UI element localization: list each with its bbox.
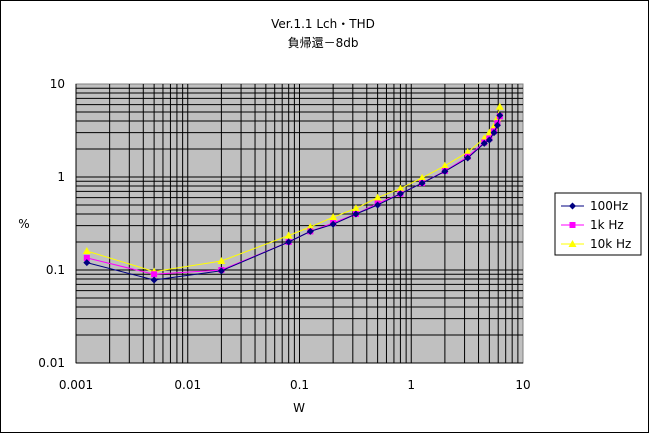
data-point-diamond bbox=[493, 121, 501, 129]
y-tick-label: 1 bbox=[57, 170, 65, 184]
data-point-triangle bbox=[396, 184, 405, 192]
data-point-triangle bbox=[495, 102, 504, 110]
y-tick-label: 0.01 bbox=[38, 356, 65, 370]
data-point-diamond bbox=[418, 179, 426, 187]
x-tick-label: 1 bbox=[407, 378, 415, 392]
data-point-diamond bbox=[352, 210, 360, 218]
data-point-triangle bbox=[463, 148, 472, 156]
data-point-triangle bbox=[82, 247, 91, 255]
data-point-diamond bbox=[374, 201, 382, 209]
data-point-diamond bbox=[217, 267, 225, 275]
data-point-triangle bbox=[306, 222, 315, 230]
data-point-triangle bbox=[373, 193, 382, 201]
legend-entry-label: 1k Hz bbox=[590, 218, 624, 232]
data-point-diamond bbox=[490, 129, 498, 137]
legend-box bbox=[554, 192, 642, 256]
data-point-diamond bbox=[441, 167, 449, 175]
x-tick-label: 0.001 bbox=[59, 378, 93, 392]
x-tick-label: 0.01 bbox=[174, 378, 201, 392]
data-point-square bbox=[151, 271, 158, 278]
chart-title: Ver.1.1 Lch・THD bbox=[271, 17, 375, 31]
data-point-triangle bbox=[440, 161, 449, 169]
legend: 100Hz 1k Hz 10k Hz bbox=[554, 192, 642, 256]
data-point-diamond bbox=[464, 154, 472, 162]
data-point-diamond bbox=[496, 111, 504, 119]
data-point-square bbox=[569, 222, 576, 228]
series-100hz bbox=[83, 111, 504, 284]
y-tick-label: 0.1 bbox=[46, 263, 65, 277]
data-point-triangle bbox=[217, 256, 226, 264]
x-tick-label: 10 bbox=[515, 378, 530, 392]
x-tick-label: 0.1 bbox=[290, 378, 309, 392]
series-layer bbox=[82, 102, 504, 284]
data-point-triangle bbox=[351, 204, 360, 212]
data-point-diamond bbox=[396, 190, 404, 198]
data-point-triangle bbox=[284, 231, 293, 239]
y-tick-label: 10 bbox=[50, 77, 65, 91]
data-point-triangle bbox=[329, 213, 338, 221]
data-point-diamond bbox=[150, 276, 158, 284]
data-point-diamond bbox=[485, 136, 493, 144]
y-axis-label: % bbox=[18, 217, 29, 231]
chart-subtitle: 負帰還－8db bbox=[288, 36, 359, 50]
data-point-triangle bbox=[568, 240, 577, 247]
axis-tick-labels: 0.001 0.01 0.1 1 10 0.01 0.1 1 10 bbox=[38, 77, 530, 392]
x-axis-label: W bbox=[293, 401, 305, 415]
data-point-diamond bbox=[569, 202, 576, 210]
data-point-diamond bbox=[329, 220, 337, 228]
data-point-triangle bbox=[418, 173, 427, 181]
data-point-diamond bbox=[480, 139, 488, 147]
data-point-diamond bbox=[285, 238, 293, 246]
legend-entry-label: 10k Hz bbox=[590, 237, 631, 251]
data-point-diamond bbox=[83, 259, 91, 267]
data-point-diamond bbox=[306, 227, 314, 235]
legend-entry-label: 100Hz bbox=[590, 199, 628, 213]
data-point-square bbox=[83, 254, 90, 261]
